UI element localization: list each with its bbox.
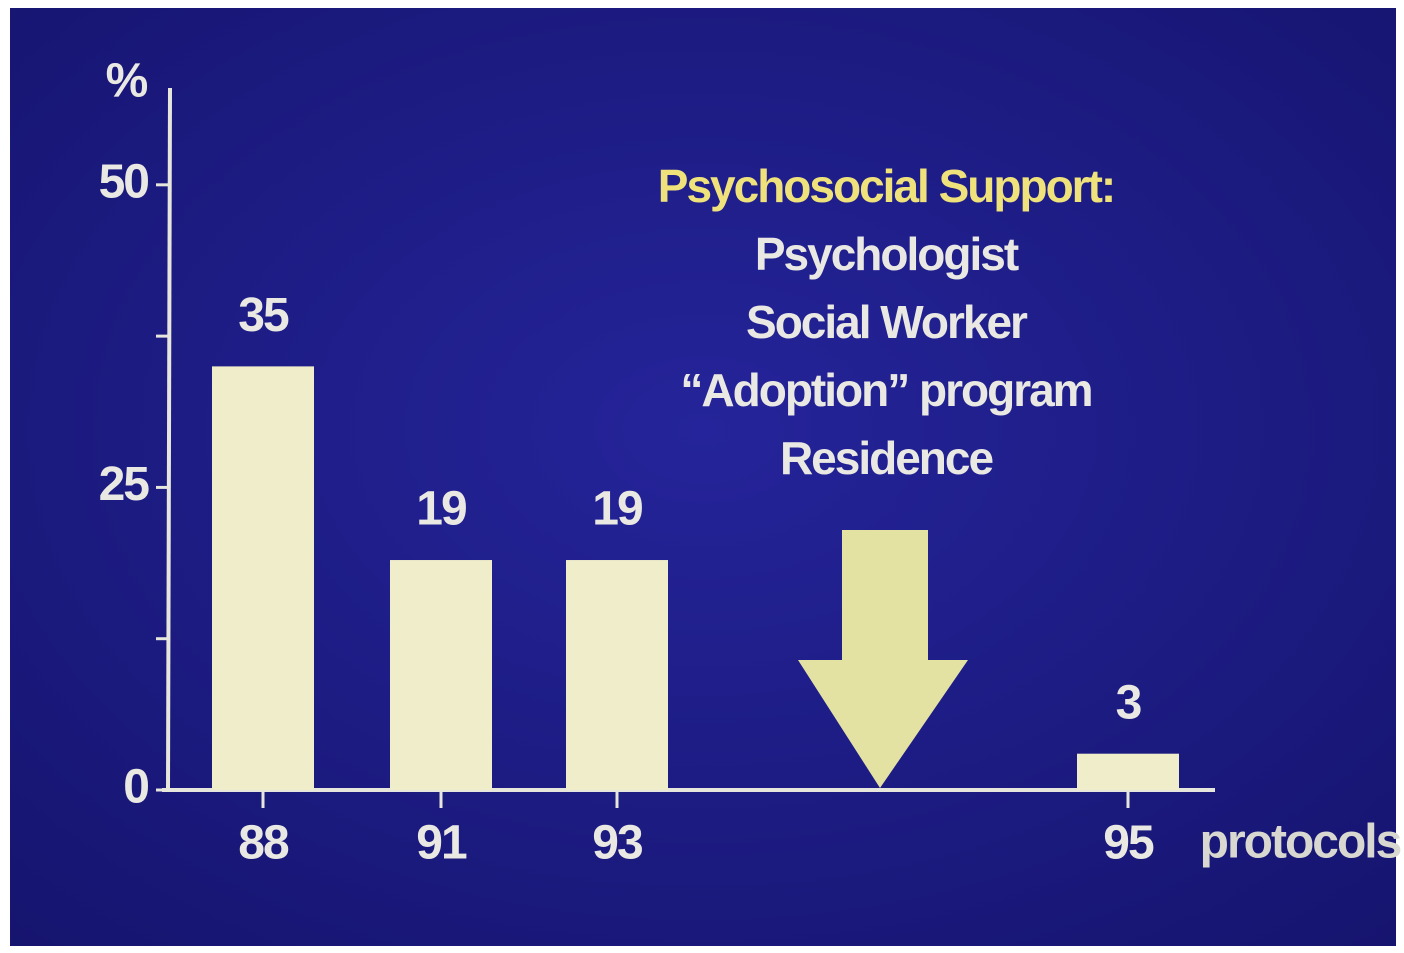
bar: [566, 560, 668, 790]
x-tick-label: 93: [592, 817, 642, 870]
annotation-line: Residence: [780, 432, 994, 484]
y-axis: [168, 88, 170, 790]
y-tick-label: 25: [99, 458, 150, 511]
value-label: 3: [1116, 676, 1141, 729]
x-tick-label: 91: [416, 817, 467, 870]
x-tick-label: 88: [238, 817, 289, 870]
y-tick-label: 50: [99, 155, 149, 208]
value-label: 19: [416, 483, 466, 536]
chart: % protocols 0 25 50 88 35 91 19 93 19 95 3 Psychoso…: [0, 0, 1404, 953]
annotation-line: Psychologist: [755, 228, 1019, 280]
bar: [212, 366, 314, 790]
x-tick-label: 95: [1103, 817, 1154, 870]
y-tick-label: 0: [123, 761, 148, 814]
y-axis-label: %: [106, 55, 148, 108]
value-label: 19: [592, 483, 642, 536]
annotation-line: Social Worker: [746, 296, 1028, 348]
bar: [1077, 754, 1179, 790]
annotation-title: Psychosocial Support:: [658, 160, 1114, 212]
bar: [390, 560, 492, 790]
x-axis-label: protocols: [1200, 816, 1401, 869]
page: {"chart_data": { "type": "bar", "y_label…: [0, 0, 1404, 953]
value-label: 35: [238, 289, 289, 342]
annotation-line: “Adoption” program: [680, 364, 1091, 416]
